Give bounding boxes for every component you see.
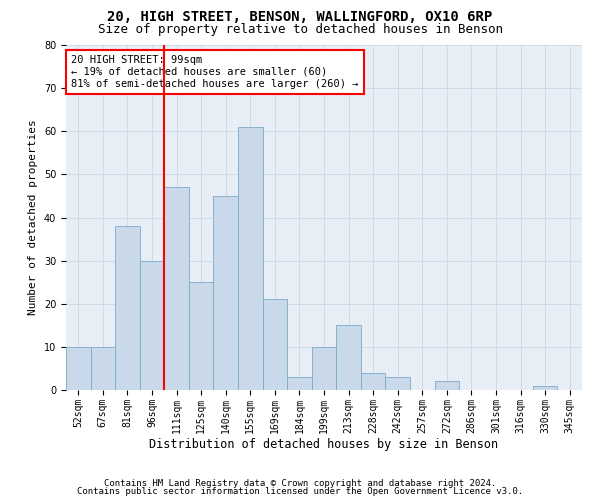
Bar: [189, 282, 214, 390]
Y-axis label: Number of detached properties: Number of detached properties: [28, 120, 38, 316]
Text: Size of property relative to detached houses in Benson: Size of property relative to detached ho…: [97, 22, 503, 36]
Bar: [164, 188, 189, 390]
Bar: [66, 347, 91, 390]
X-axis label: Distribution of detached houses by size in Benson: Distribution of detached houses by size …: [149, 438, 499, 452]
Bar: [91, 347, 115, 390]
Bar: [361, 373, 385, 390]
Text: 20, HIGH STREET, BENSON, WALLINGFORD, OX10 6RP: 20, HIGH STREET, BENSON, WALLINGFORD, OX…: [107, 10, 493, 24]
Bar: [312, 347, 336, 390]
Bar: [115, 226, 140, 390]
Bar: [214, 196, 238, 390]
Bar: [238, 127, 263, 390]
Text: Contains public sector information licensed under the Open Government Licence v3: Contains public sector information licen…: [77, 487, 523, 496]
Bar: [336, 326, 361, 390]
Bar: [263, 300, 287, 390]
Bar: [287, 377, 312, 390]
Text: Contains HM Land Registry data © Crown copyright and database right 2024.: Contains HM Land Registry data © Crown c…: [104, 478, 496, 488]
Text: 20 HIGH STREET: 99sqm
← 19% of detached houses are smaller (60)
81% of semi-deta: 20 HIGH STREET: 99sqm ← 19% of detached …: [71, 56, 359, 88]
Bar: [385, 377, 410, 390]
Bar: [140, 260, 164, 390]
Bar: [533, 386, 557, 390]
Bar: [434, 382, 459, 390]
